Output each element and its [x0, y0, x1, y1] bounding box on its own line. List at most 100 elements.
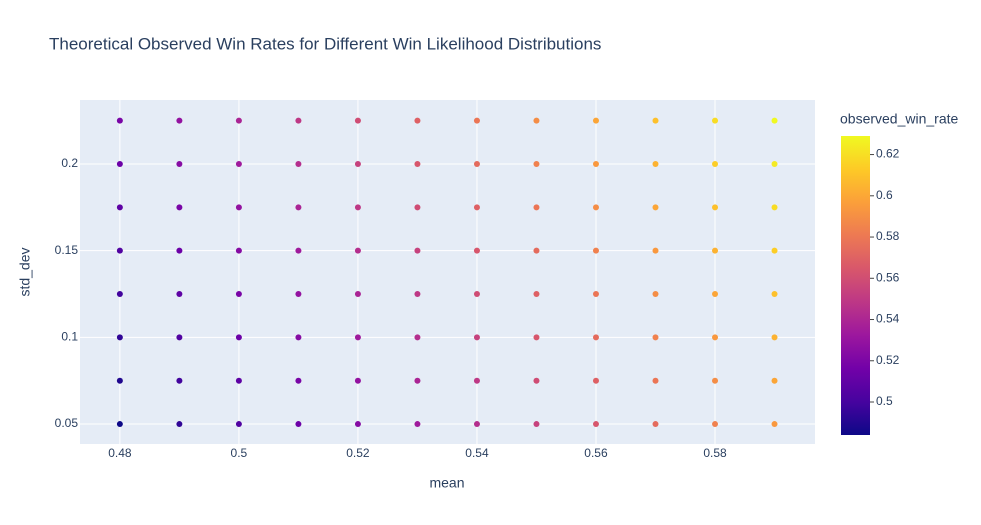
scatter-point [295, 421, 302, 428]
x-tick-label: 0.56 [584, 446, 608, 460]
scatter-point [473, 204, 480, 211]
chart-title: Theoretical Observed Win Rates for Diffe… [49, 34, 601, 53]
scatter-point [176, 377, 183, 384]
scatter-point [712, 117, 719, 124]
scatter-point [116, 377, 123, 384]
scatter-point [533, 334, 540, 341]
scatter-point [295, 291, 302, 298]
scatter-point [652, 334, 659, 341]
scatter-point [771, 334, 778, 341]
scatter-point [473, 334, 480, 341]
scatter-point [414, 117, 421, 124]
scatter-point [354, 160, 361, 167]
x-tick-label: 0.54 [465, 446, 489, 460]
scatter-point [116, 160, 123, 167]
scatter-point [176, 204, 183, 211]
scatter-point [533, 421, 540, 428]
scatter-point [473, 160, 480, 167]
y-tick-label: 0.15 [55, 243, 79, 257]
scatter-point [533, 160, 540, 167]
scatter-point [235, 334, 242, 341]
scatter-point [712, 377, 719, 384]
colorbar-tick-label: 0.52 [876, 353, 900, 367]
scatter-point [473, 117, 480, 124]
scatter-point [354, 334, 361, 341]
scatter-point [116, 334, 123, 341]
scatter-point [354, 204, 361, 211]
scatter-point [295, 117, 302, 124]
scatter-point [295, 160, 302, 167]
scatter-point [473, 377, 480, 384]
scatter-point [414, 247, 421, 254]
colorbar-tick-label: 0.58 [876, 229, 900, 243]
scatter-point [235, 247, 242, 254]
scatter-point [235, 291, 242, 298]
scatter-point [592, 377, 599, 384]
scatter-point [176, 421, 183, 428]
scatter-point [235, 377, 242, 384]
colorbar-tick-label: 0.54 [876, 312, 900, 326]
scatter-point [771, 160, 778, 167]
scatter-point [295, 204, 302, 211]
scatter-point [354, 377, 361, 384]
scatter-point [414, 377, 421, 384]
scatter-point [176, 334, 183, 341]
scatter-point [533, 204, 540, 211]
scatter-point [533, 377, 540, 384]
scatter-point [116, 204, 123, 211]
colorbar [841, 136, 870, 435]
scatter-point [712, 247, 719, 254]
scatter-point [652, 377, 659, 384]
scatter-point [592, 160, 599, 167]
scatter-point [771, 247, 778, 254]
scatter-point [712, 204, 719, 211]
scatter-point [176, 291, 183, 298]
x-tick-label: 0.48 [108, 446, 132, 460]
scatter-point [414, 204, 421, 211]
scatter-point [652, 160, 659, 167]
scatter-point [652, 204, 659, 211]
scatter-point [712, 160, 719, 167]
scatter-point [354, 117, 361, 124]
scatter-point [712, 334, 719, 341]
scatter-point [176, 117, 183, 124]
scatter-point [592, 334, 599, 341]
scatter-point [473, 421, 480, 428]
scatter-point [771, 117, 778, 124]
scatter-point [295, 334, 302, 341]
scatter-point [116, 247, 123, 254]
colorbar-tick-label: 0.5 [876, 394, 893, 408]
scatter-point [652, 247, 659, 254]
scatter-point [116, 117, 123, 124]
scatter-point [414, 334, 421, 341]
scatter-point [592, 421, 599, 428]
scatter-point [354, 421, 361, 428]
scatter-point [354, 291, 361, 298]
scatter-point [592, 204, 599, 211]
scatter-point [414, 421, 421, 428]
scatter-point [712, 291, 719, 298]
scatter-point [652, 421, 659, 428]
plot-area [80, 100, 815, 444]
scatter-point [473, 291, 480, 298]
scatter-point [414, 160, 421, 167]
scatter-point [533, 117, 540, 124]
scatter-point [116, 291, 123, 298]
y-axis-title: std_dev [17, 247, 33, 296]
scatter-point [295, 377, 302, 384]
scatter-point [592, 247, 599, 254]
scatter-point [771, 291, 778, 298]
scatter-point [771, 421, 778, 428]
x-tick-label: 0.58 [703, 446, 727, 460]
scatter-point [533, 247, 540, 254]
scatter-point [235, 160, 242, 167]
x-axis-title: mean [429, 475, 464, 491]
y-tick-label: 0.1 [61, 330, 78, 344]
colorbar-tick-label: 0.6 [876, 188, 893, 202]
scatter-point [235, 204, 242, 211]
scatter-point [176, 160, 183, 167]
scatter-point [473, 247, 480, 254]
colorbar-tick-label: 0.62 [876, 147, 900, 161]
